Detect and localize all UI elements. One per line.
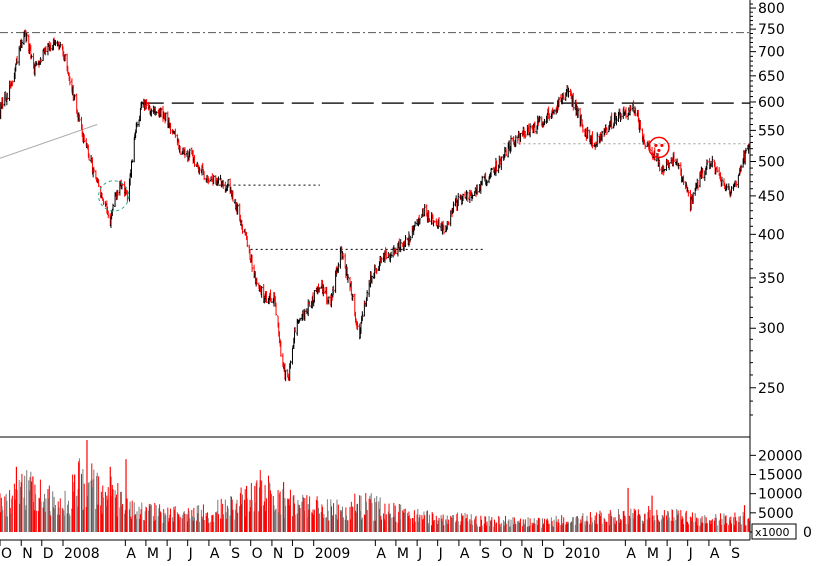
x-tick-label: A xyxy=(626,546,636,562)
x-tick-label: 2009 xyxy=(315,546,351,562)
price-tick-label: 350 xyxy=(758,271,785,287)
x-tick-label: N xyxy=(273,546,283,562)
x-tick-label: S xyxy=(481,546,490,562)
x-tick-label: O xyxy=(1,546,12,562)
price-tick-label: 500 xyxy=(758,154,785,170)
x-tick-label: A xyxy=(460,546,470,562)
volume-tick-label: 5000 xyxy=(758,506,794,522)
sad-face-mouth xyxy=(657,149,660,152)
x-tick-label: M xyxy=(397,546,409,562)
x-tick-label: J xyxy=(417,546,422,562)
x-tick-label: M xyxy=(147,546,159,562)
price-tick-label: 600 xyxy=(758,95,785,111)
price-tick-label: 750 xyxy=(758,22,785,38)
x-tick-label: 2008 xyxy=(64,546,100,562)
price-tick-label: 450 xyxy=(758,189,785,205)
x-tick-label: J xyxy=(667,546,672,562)
price-tick-label: 300 xyxy=(758,321,785,337)
x-tick-label: D xyxy=(43,546,54,562)
volume-tick-label: 10000 xyxy=(758,487,803,503)
volume-tick-label: 15000 xyxy=(758,468,803,484)
x-tick-label: O xyxy=(252,546,263,562)
x-tick-label: A xyxy=(126,546,136,562)
price-tick-label: 400 xyxy=(758,227,785,243)
x-tick-label: D xyxy=(543,546,554,562)
volume-units-box: x1000 xyxy=(752,524,796,539)
x-tick-label: S xyxy=(231,546,240,562)
x-tick-label: J xyxy=(167,546,172,562)
x-tick-label: D xyxy=(293,546,304,562)
x-tick-label: J xyxy=(188,546,193,562)
x-tick-label: N xyxy=(523,546,533,562)
x-tick-label: M xyxy=(647,546,659,562)
price-tick-label: 550 xyxy=(758,123,785,139)
price-tick-label: 800 xyxy=(758,1,785,17)
x-tick-label: J xyxy=(688,546,693,562)
x-tick-label: J xyxy=(438,546,443,562)
price-tick-label: 250 xyxy=(758,381,785,397)
x-tick-label: 2010 xyxy=(565,546,601,562)
sad-face-eye xyxy=(660,144,663,147)
volume-tick-label: 0 xyxy=(803,525,812,541)
volume-tick-label: 20000 xyxy=(758,448,803,464)
sad-face-eye xyxy=(654,144,657,147)
x-tick-label: O xyxy=(502,546,513,562)
price-tick-label: 700 xyxy=(758,45,785,61)
x-tick-label: A xyxy=(210,546,220,562)
price-tick-label: 650 xyxy=(758,69,785,85)
x-tick-label: A xyxy=(376,546,386,562)
volume-units-label: x1000 xyxy=(755,526,790,539)
x-tick-label: S xyxy=(731,546,740,562)
x-tick-label: N xyxy=(22,546,32,562)
x-tick-label: A xyxy=(710,546,720,562)
